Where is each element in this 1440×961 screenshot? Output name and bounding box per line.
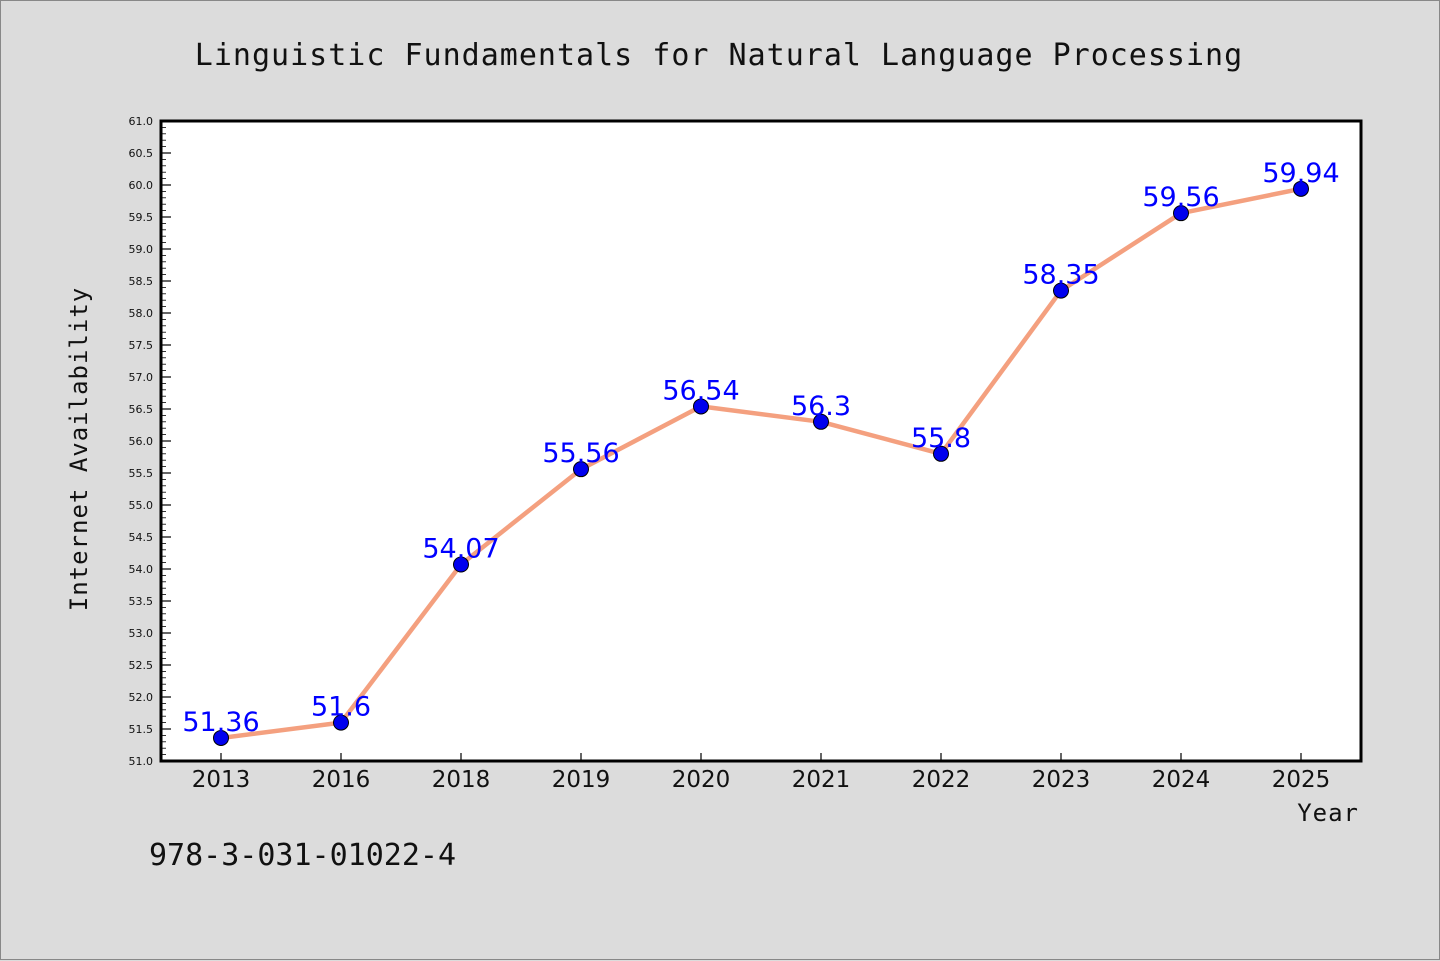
x-tick-label: 2013 bbox=[192, 767, 251, 793]
y-tick-label: 53.5 bbox=[129, 595, 154, 608]
y-tick-label: 58.0 bbox=[129, 307, 154, 320]
x-axis-title: Year bbox=[1297, 799, 1359, 827]
x-tick-label: 2016 bbox=[312, 767, 371, 793]
y-tick-label: 54.5 bbox=[129, 531, 154, 544]
data-point bbox=[693, 398, 709, 415]
chart-title: Linguistic Fundamentals for Natural Lang… bbox=[195, 38, 1243, 73]
data-label-group: 51.36 51.6 54.07 55.56 56.54 56.3 55.8 58.35 59.… bbox=[182, 158, 1339, 738]
x-axis: 2013 2016 2018 2019 2020 2021 2022 2023 2024 2025 bbox=[192, 753, 1331, 793]
y-axis-title: Internet Availability bbox=[65, 287, 93, 611]
y-tick-label: 58.5 bbox=[129, 275, 154, 288]
y-tick-label: 61.0 bbox=[129, 115, 154, 128]
data-label: 51.6 bbox=[311, 692, 371, 723]
data-point bbox=[1053, 282, 1069, 299]
data-label: 51.36 bbox=[182, 707, 259, 738]
y-axis: 51.0 51.5 52.0 52.5 53.0 53.5 54.0 54.5 55.0 55.5… bbox=[129, 115, 171, 768]
x-tick-label: 2022 bbox=[912, 767, 971, 793]
y-tick-label: 56.0 bbox=[129, 435, 154, 448]
y-tick-label: 56.5 bbox=[129, 403, 154, 416]
data-point bbox=[813, 413, 829, 430]
data-point bbox=[453, 556, 469, 573]
data-label: 55.56 bbox=[542, 438, 619, 469]
x-tick-label: 2025 bbox=[1272, 767, 1331, 793]
data-point bbox=[1293, 180, 1309, 197]
y-tick-label: 60.5 bbox=[129, 147, 154, 160]
y-tick-label: 55.5 bbox=[129, 467, 154, 480]
y-tick-label: 52.5 bbox=[129, 659, 154, 672]
x-tick-label: 2020 bbox=[672, 767, 731, 793]
data-label: 56.3 bbox=[791, 391, 851, 422]
marker-group bbox=[213, 180, 1309, 746]
data-point bbox=[213, 729, 229, 746]
y-tick-label: 57.0 bbox=[129, 371, 154, 384]
data-label: 59.94 bbox=[1262, 158, 1339, 189]
data-label: 58.35 bbox=[1022, 260, 1099, 291]
x-tick-label: 2021 bbox=[792, 767, 851, 793]
x-tick-label: 2018 bbox=[432, 767, 491, 793]
y-tick-label: 53.0 bbox=[129, 627, 154, 640]
x-tick-label: 2019 bbox=[552, 767, 611, 793]
y-tick-label: 55.0 bbox=[129, 499, 154, 512]
y-tick-label: 54.0 bbox=[129, 563, 154, 576]
series-line-group bbox=[218, 186, 1304, 741]
data-point bbox=[573, 461, 589, 478]
data-point bbox=[333, 714, 349, 731]
data-point bbox=[933, 445, 949, 462]
x-tick-label: 2023 bbox=[1032, 767, 1091, 793]
isbn-footer: 978-3-031-01022-4 bbox=[149, 838, 456, 873]
data-label: 54.07 bbox=[422, 534, 499, 565]
y-tick-label: 59.5 bbox=[129, 211, 154, 224]
series-line bbox=[218, 186, 1304, 741]
data-label: 56.54 bbox=[662, 375, 739, 406]
data-label: 55.8 bbox=[911, 423, 971, 454]
data-label: 59.56 bbox=[1142, 182, 1219, 213]
y-tick-label: 52.0 bbox=[129, 691, 154, 704]
y-tick-label: 51.5 bbox=[129, 723, 154, 736]
x-tick-label: 2024 bbox=[1152, 767, 1211, 793]
data-point bbox=[1173, 205, 1189, 222]
y-tick-label: 57.5 bbox=[129, 339, 154, 352]
y-tick-label: 59.0 bbox=[129, 243, 154, 256]
y-tick-label: 60.0 bbox=[129, 179, 154, 192]
plot-frame bbox=[159, 119, 1363, 763]
y-tick-label: 51.0 bbox=[129, 755, 154, 768]
